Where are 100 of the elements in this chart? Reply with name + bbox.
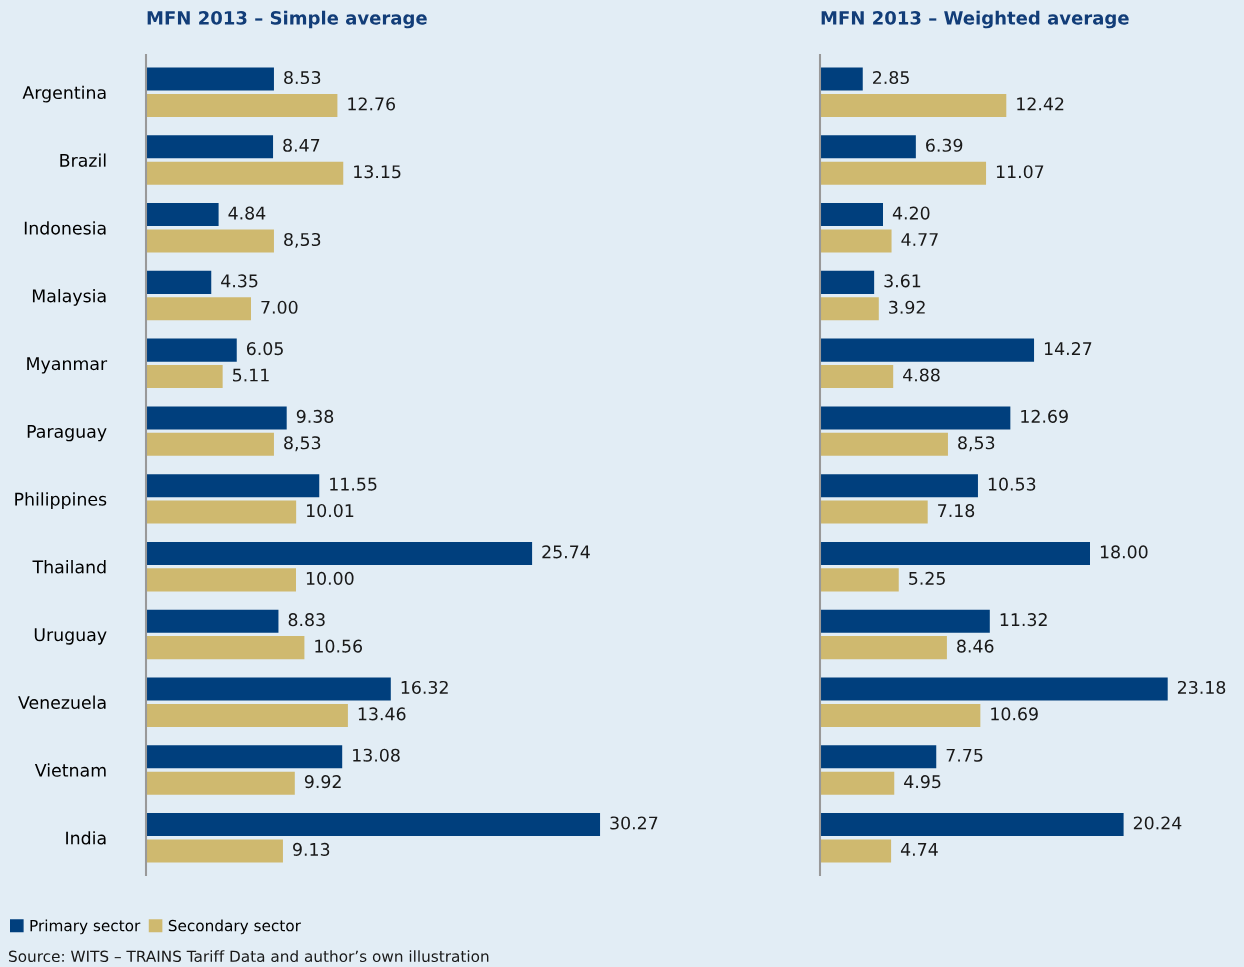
y-tick-label: India bbox=[66, 831, 106, 845]
data-label: 6.05 bbox=[246, 342, 283, 356]
y-tick-label: Myanmar bbox=[27, 357, 108, 374]
bar bbox=[820, 203, 883, 227]
data-label: 8,53 bbox=[958, 436, 995, 452]
y-tick-label: Vietnam bbox=[34, 763, 106, 777]
bar bbox=[820, 839, 892, 863]
y-tick-label: Malaysia bbox=[32, 288, 106, 306]
data-label: 10.01 bbox=[307, 504, 354, 518]
data-label: 8.53 bbox=[284, 70, 321, 85]
data-label: 11.07 bbox=[996, 165, 1044, 179]
data-label: 13.15 bbox=[354, 165, 401, 179]
bar bbox=[820, 161, 987, 185]
data-label: 9.38 bbox=[296, 409, 334, 423]
data-label: 20.24 bbox=[1133, 816, 1182, 830]
bar bbox=[820, 636, 947, 660]
data-label: 10.69 bbox=[991, 707, 1038, 721]
data-label: 4.35 bbox=[221, 274, 258, 288]
data-label: 10.53 bbox=[988, 477, 1036, 491]
data-label: 13.46 bbox=[358, 707, 406, 721]
bar bbox=[820, 609, 990, 633]
data-label: 4.95 bbox=[904, 775, 941, 789]
bar bbox=[146, 365, 223, 389]
data-label: 10.00 bbox=[306, 571, 354, 585]
bar bbox=[146, 203, 219, 227]
bar bbox=[146, 93, 338, 118]
bar bbox=[820, 568, 899, 592]
chart-title: MFN 2013 – Simple average bbox=[147, 10, 427, 29]
data-label: 3.61 bbox=[884, 274, 921, 288]
bar bbox=[146, 67, 274, 91]
bar bbox=[146, 338, 237, 362]
bar bbox=[146, 812, 601, 837]
y-tick-label: Argentina bbox=[22, 85, 106, 103]
data-label: 12.69 bbox=[1021, 409, 1068, 423]
legend-label: Primary sector bbox=[30, 919, 141, 935]
bar bbox=[146, 745, 343, 769]
y-tick-label: Paraguay bbox=[27, 425, 107, 442]
data-label: 25.74 bbox=[542, 545, 590, 559]
bar bbox=[146, 568, 296, 592]
bar bbox=[820, 745, 937, 769]
y-tick-label: Uruguay bbox=[34, 628, 107, 645]
bar bbox=[146, 229, 274, 253]
data-label: 8.83 bbox=[288, 613, 325, 627]
y-tick-label: Philippines bbox=[15, 492, 107, 510]
data-label: 4.88 bbox=[903, 368, 940, 382]
bar bbox=[146, 636, 305, 660]
bar bbox=[146, 406, 287, 430]
bar bbox=[146, 609, 279, 633]
data-label: 12.42 bbox=[1017, 97, 1064, 111]
data-label: 8.47 bbox=[283, 138, 320, 152]
data-label: 7.75 bbox=[946, 748, 983, 762]
data-label: 30.27 bbox=[610, 816, 658, 830]
data-label: 3.92 bbox=[889, 300, 925, 314]
bar bbox=[146, 677, 391, 701]
data-label: 11.32 bbox=[1000, 613, 1047, 627]
bar bbox=[146, 500, 297, 524]
chart-title: MFN 2013 – Weighted average bbox=[821, 10, 1129, 29]
data-label: 4.74 bbox=[900, 843, 938, 856]
bar bbox=[820, 338, 1035, 362]
data-label: 8,53 bbox=[284, 232, 321, 248]
data-label: 9.92 bbox=[304, 775, 341, 789]
bar bbox=[820, 500, 928, 524]
data-label: 4.77 bbox=[901, 233, 938, 246]
bar bbox=[146, 297, 251, 321]
bar bbox=[146, 161, 344, 185]
data-label: 18.00 bbox=[1100, 545, 1148, 559]
bar bbox=[820, 406, 1011, 430]
bar bbox=[820, 541, 1090, 565]
data-label: 23.18 bbox=[1177, 680, 1226, 695]
bar bbox=[820, 812, 1124, 837]
bar bbox=[146, 703, 348, 727]
y-tick-label: Thailand bbox=[32, 560, 106, 574]
bar bbox=[820, 67, 863, 91]
data-label: 7.00 bbox=[261, 300, 298, 314]
bar bbox=[146, 474, 320, 498]
data-label: 2.85 bbox=[873, 70, 909, 85]
data-label: 12.76 bbox=[348, 97, 396, 111]
bar bbox=[146, 839, 283, 863]
bar bbox=[820, 297, 879, 321]
bar bbox=[820, 703, 981, 727]
y-tick-label: Brazil bbox=[60, 153, 106, 167]
bar bbox=[820, 365, 894, 389]
data-label: 8,53 bbox=[284, 436, 321, 452]
data-label: 10.56 bbox=[315, 639, 363, 653]
bar bbox=[820, 677, 1168, 701]
bar bbox=[820, 229, 892, 253]
data-label: 14.27 bbox=[1044, 342, 1092, 355]
bar bbox=[146, 541, 533, 565]
bar bbox=[820, 270, 875, 294]
legend-label: Secondary sector bbox=[168, 919, 301, 935]
source-note: Source: WITS – TRAINS Tariff Data and author’s own illustration bbox=[9, 950, 489, 963]
data-label: 6.39 bbox=[926, 138, 963, 152]
data-label: 16.32 bbox=[401, 680, 448, 695]
y-tick-label: Indonesia bbox=[24, 221, 106, 235]
bar bbox=[820, 93, 1007, 118]
data-label: 13.08 bbox=[353, 748, 400, 762]
bar bbox=[820, 432, 948, 456]
bar bbox=[146, 270, 212, 294]
data-label: 4.84 bbox=[228, 206, 266, 220]
bar bbox=[146, 771, 295, 795]
